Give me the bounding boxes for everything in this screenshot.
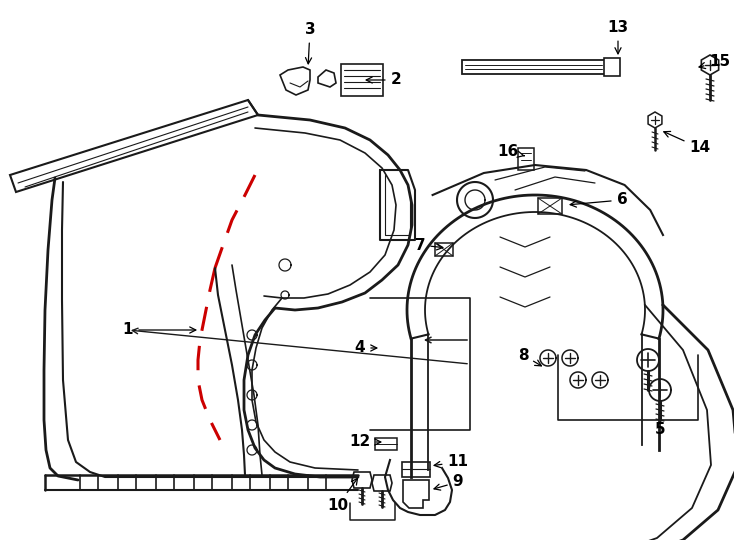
Text: 11: 11 xyxy=(434,455,468,469)
Polygon shape xyxy=(538,198,562,214)
Text: 3: 3 xyxy=(305,23,316,64)
Polygon shape xyxy=(403,480,429,508)
Text: 2: 2 xyxy=(366,72,401,87)
Polygon shape xyxy=(648,112,662,128)
Text: 10: 10 xyxy=(327,478,357,512)
Text: 15: 15 xyxy=(699,55,730,70)
Polygon shape xyxy=(10,100,258,192)
Text: 4: 4 xyxy=(355,341,377,355)
Text: 12: 12 xyxy=(349,435,381,449)
Polygon shape xyxy=(352,472,372,488)
Polygon shape xyxy=(435,243,453,256)
Polygon shape xyxy=(375,438,397,450)
Polygon shape xyxy=(462,60,617,74)
Polygon shape xyxy=(318,70,336,87)
Polygon shape xyxy=(280,67,310,95)
Text: 6: 6 xyxy=(570,192,628,207)
Text: 13: 13 xyxy=(608,21,628,54)
Text: 1: 1 xyxy=(123,322,196,338)
Polygon shape xyxy=(372,475,392,491)
Polygon shape xyxy=(341,64,383,96)
Text: 16: 16 xyxy=(498,145,524,159)
Polygon shape xyxy=(604,58,620,76)
Polygon shape xyxy=(402,462,430,477)
Text: 7: 7 xyxy=(415,238,443,253)
Text: 5: 5 xyxy=(655,422,665,437)
Text: 14: 14 xyxy=(664,131,711,156)
Polygon shape xyxy=(702,55,719,75)
Text: 8: 8 xyxy=(517,348,542,366)
Polygon shape xyxy=(518,148,534,170)
Text: 9: 9 xyxy=(434,475,463,490)
